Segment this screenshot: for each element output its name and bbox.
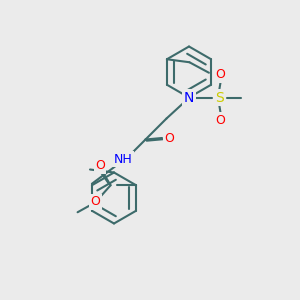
Text: O: O [216,113,225,127]
Text: NH: NH [114,152,132,166]
Text: S: S [214,91,224,104]
Text: O: O [165,131,174,145]
Text: O: O [216,68,225,82]
Text: O: O [91,195,100,208]
Text: O: O [95,159,105,172]
Text: N: N [184,91,194,104]
